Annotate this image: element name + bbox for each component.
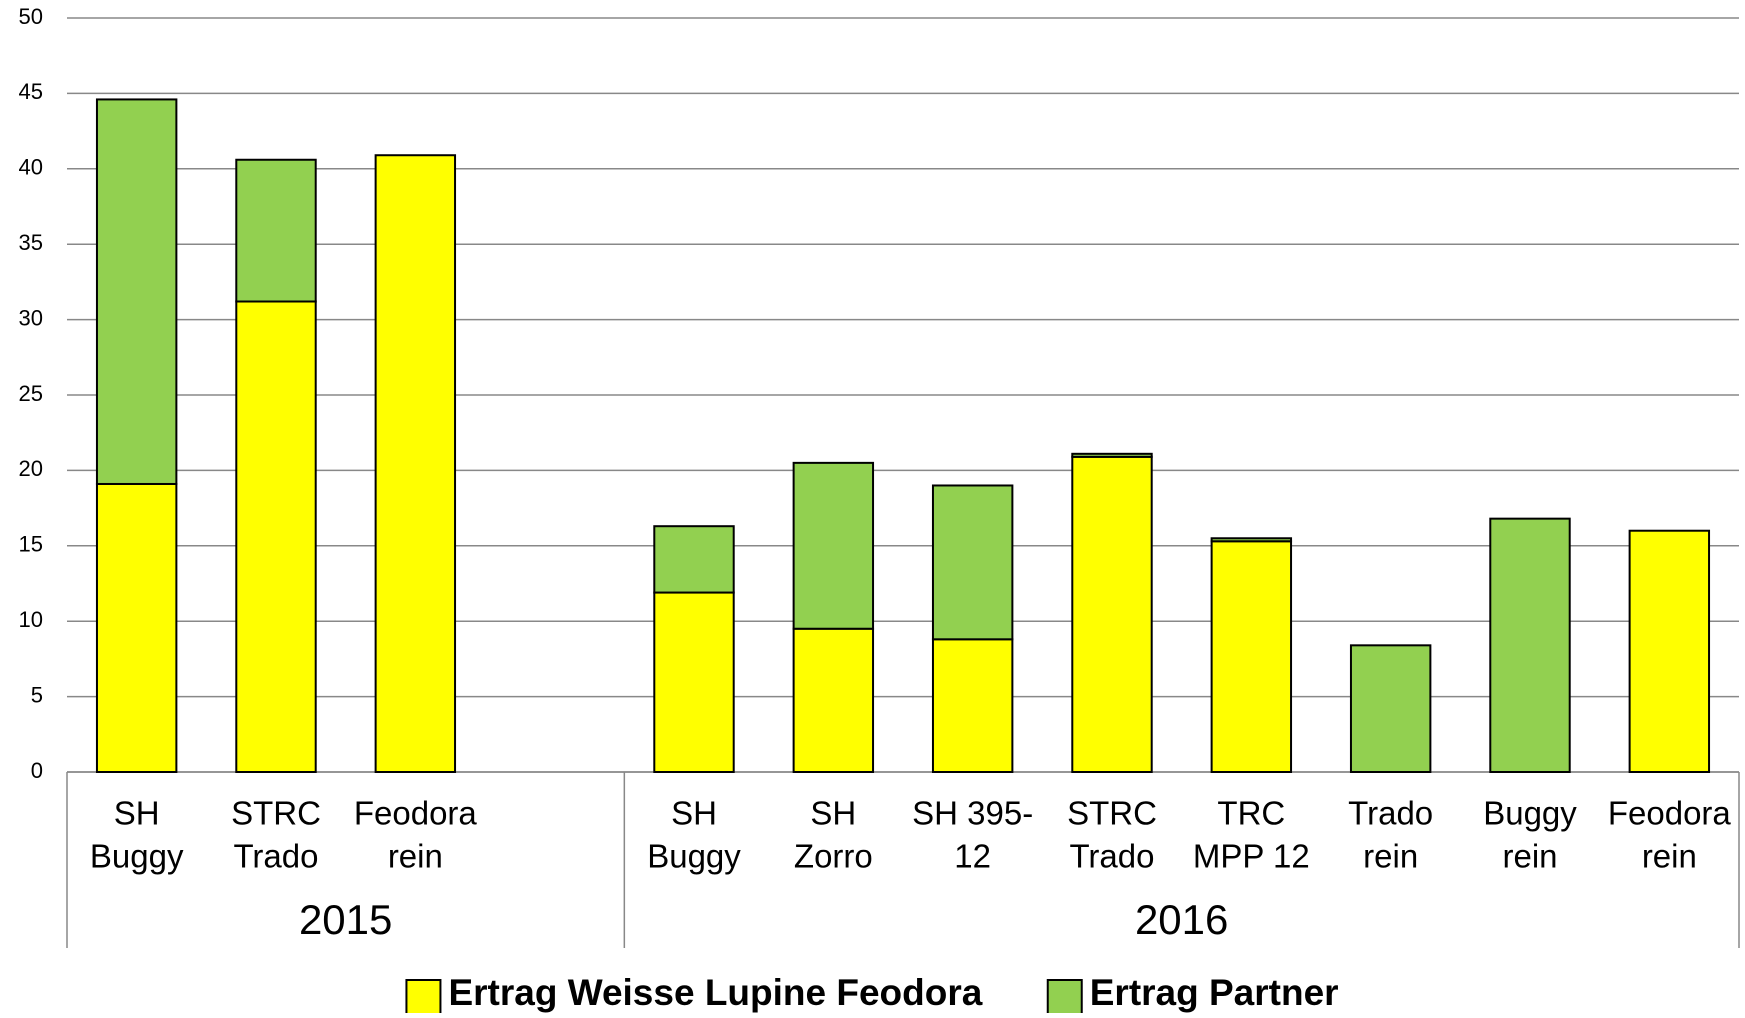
y-tick-label: 45 (19, 79, 43, 104)
bar-segment (653, 591, 735, 773)
bar-segment (1210, 540, 1293, 773)
x-tick-label: SH (671, 795, 717, 832)
group-label: 2015 (299, 896, 392, 943)
y-tick-label: 5 (31, 682, 43, 707)
x-tick-label: rein (1642, 838, 1697, 875)
bar-segment (1349, 644, 1432, 773)
bar-segment (235, 300, 317, 773)
bar-segment (95, 98, 178, 485)
x-tick-label: Trado (234, 838, 319, 875)
bar-segment (792, 461, 875, 630)
x-tick-label: Trado (1070, 838, 1155, 875)
y-tick-label: 10 (19, 607, 43, 632)
x-tick-label: Buggy (647, 838, 741, 875)
y-tick-label: 50 (19, 4, 43, 29)
bar-segment (931, 638, 1014, 774)
x-tick-label: Feodora (1608, 795, 1732, 832)
y-tick-label: 0 (31, 758, 43, 783)
bar-segment (1071, 455, 1153, 773)
x-tick-label: rein (1363, 838, 1418, 875)
x-tick-label: rein (1502, 838, 1557, 875)
x-tick-label: Trado (1348, 795, 1433, 832)
bar-segment (95, 482, 178, 773)
bar-segment (931, 484, 1014, 641)
bar-segment (792, 627, 875, 773)
x-tick-label: STRC (1067, 795, 1157, 832)
bar-segment (1489, 517, 1571, 773)
x-tick-label: SH (810, 795, 856, 832)
legend-swatch (405, 979, 442, 1015)
x-tick-label: MPP 12 (1193, 838, 1310, 875)
x-tick-label: Feodora (354, 795, 478, 832)
y-tick-label: 40 (19, 155, 43, 180)
legend-swatch (1046, 979, 1083, 1015)
legend-label: Ertrag Weisse Lupine Feodora (448, 972, 982, 1013)
y-tick-label: 20 (19, 456, 43, 481)
y-tick-label: 30 (19, 305, 43, 330)
legend-item: Ertrag Partner (1046, 972, 1339, 1015)
x-tick-label: TRC (1217, 795, 1285, 832)
y-tick-label: 15 (19, 532, 43, 557)
x-tick-label: 12 (954, 838, 991, 875)
group-label: 2016 (1135, 896, 1228, 943)
legend-label: Ertrag Partner (1090, 972, 1339, 1013)
x-tick-label: Buggy (90, 838, 184, 875)
bar-segment (1210, 537, 1293, 543)
x-tick-label: Zorro (794, 838, 873, 875)
x-tick-label: Buggy (1483, 795, 1577, 832)
y-tick-label: 25 (19, 381, 43, 406)
x-tick-label: SH 395- (912, 795, 1033, 832)
bar-segment (653, 525, 735, 594)
bar-segment (1071, 452, 1153, 458)
y-tick-label: 35 (19, 230, 43, 255)
x-tick-label: rein (388, 838, 443, 875)
x-tick-label: SH (114, 795, 160, 832)
legend-item: Ertrag Weisse Lupine Feodora (405, 972, 983, 1015)
x-tick-label: STRC (231, 795, 321, 832)
bar-segment (1628, 529, 1711, 773)
bar-segment (235, 158, 317, 303)
bar-segment (374, 154, 457, 773)
